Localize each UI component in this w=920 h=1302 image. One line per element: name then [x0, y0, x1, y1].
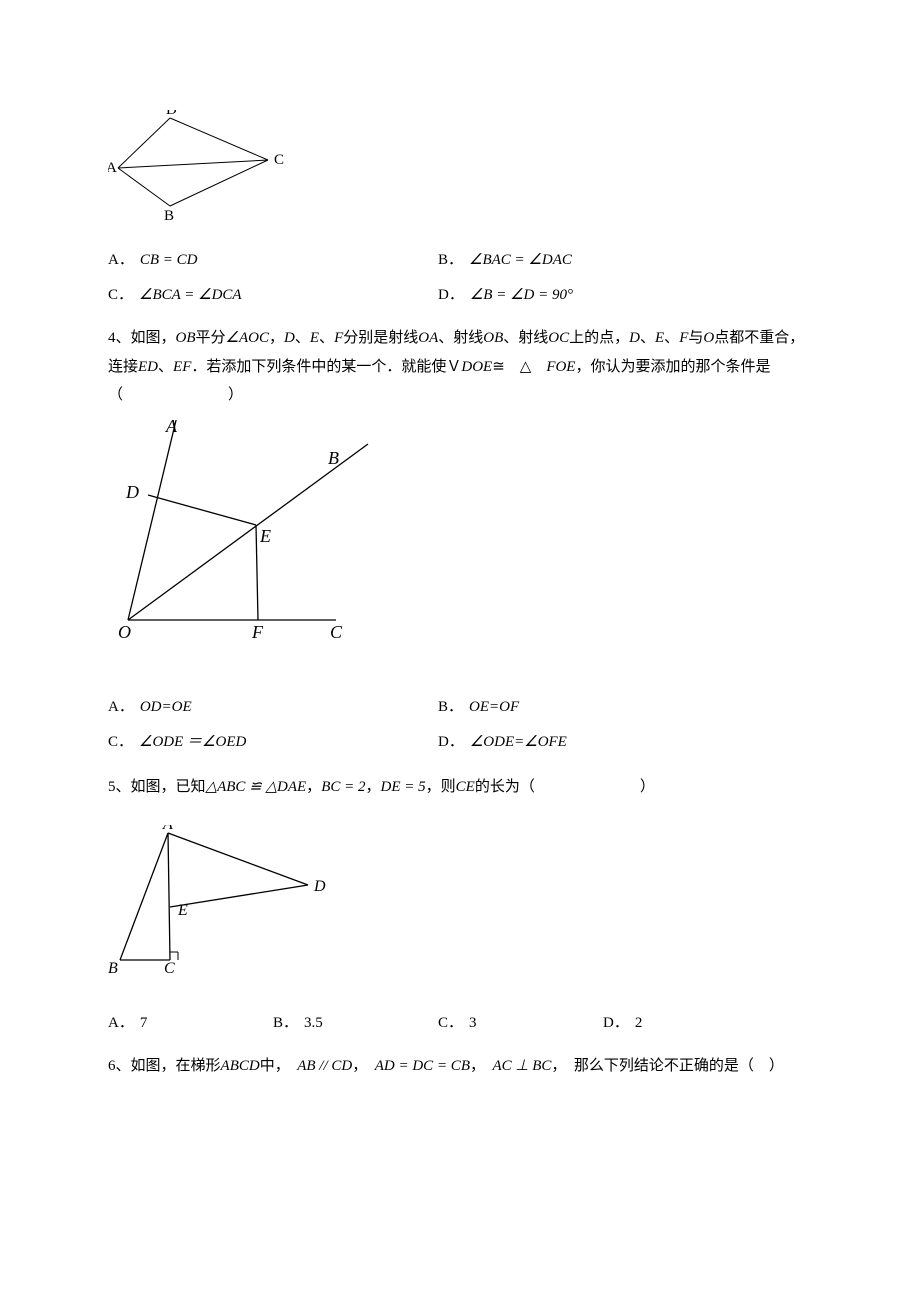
svg-text:C: C	[274, 152, 284, 168]
option-letter: C．	[108, 730, 133, 751]
option-value: ∠ODE ＝∠OED	[139, 730, 246, 751]
svg-text:B: B	[328, 448, 339, 468]
q4-number: 4、	[108, 330, 131, 346]
svg-text:B: B	[108, 960, 118, 977]
q5-option-b: B． 3.5	[273, 1011, 438, 1032]
svg-text:D: D	[125, 482, 139, 502]
svg-text:A: A	[108, 160, 117, 176]
svg-text:A: A	[165, 420, 178, 436]
q4-option-b: B． OE=OF	[438, 695, 812, 716]
q3-option-b: B． ∠BAC = ∠DAC	[438, 248, 812, 269]
option-letter: D．	[603, 1011, 629, 1032]
q4-option-a: A． OD=OE	[108, 695, 438, 716]
q5-number: 5、	[108, 779, 131, 795]
q3-option-a: A． CB = CD	[108, 248, 438, 269]
q4-figure: O A D B E F C	[108, 420, 812, 655]
option-value: CB = CD	[140, 252, 198, 269]
svg-text:B: B	[164, 208, 174, 224]
option-value: ∠ODE=∠OFE	[470, 732, 567, 751]
q4-options-row-1: A． OD=OE B． OE=OF	[108, 695, 812, 716]
q5-options: A． 7 B． 3.5 C． 3 D． 2	[108, 1011, 812, 1032]
q3-figure: A D B C	[108, 110, 812, 230]
svg-text:D: D	[313, 878, 326, 895]
q5-option-a: A． 7	[108, 1011, 273, 1032]
svg-text:C: C	[330, 622, 343, 642]
q6-number: 6、	[108, 1058, 131, 1074]
option-letter: B．	[438, 248, 463, 269]
option-letter: A．	[108, 1011, 134, 1032]
option-value: ∠B = ∠D = 90°	[470, 285, 573, 304]
option-letter: D．	[438, 283, 464, 304]
option-value: ∠BAC = ∠DAC	[469, 250, 572, 269]
q5-figure: A B C E D	[108, 825, 812, 985]
q3-options-row-2: C． ∠BCA = ∠DCA D． ∠B = ∠D = 90°	[108, 283, 812, 304]
q5-text: 5、如图，已知△ABC ≌ △DAE，BC = 2，DE = 5，则CE的长为（…	[108, 773, 812, 802]
option-letter: C．	[438, 1011, 463, 1032]
q3-option-c: C． ∠BCA = ∠DCA	[108, 283, 438, 304]
svg-text:D: D	[166, 110, 177, 118]
svg-text:O: O	[118, 622, 131, 642]
option-letter: B．	[438, 695, 463, 716]
q3-options-row-1: A． CB = CD B． ∠BAC = ∠DAC	[108, 248, 812, 269]
option-value: 3	[469, 1015, 477, 1032]
q4-option-d: D． ∠ODE=∠OFE	[438, 730, 812, 751]
q6-text: 6、如图，在梯形ABCD中， AB // CD， AD = DC = CB， A…	[108, 1052, 812, 1081]
svg-text:E: E	[177, 902, 188, 919]
q4-options-row-2: C． ∠ODE ＝∠OED D． ∠ODE=∠OFE	[108, 730, 812, 751]
svg-text:A: A	[162, 825, 173, 833]
svg-text:F: F	[251, 622, 264, 642]
option-value: OE=OF	[469, 699, 519, 716]
option-letter: C．	[108, 283, 133, 304]
q4-text: 4、如图，OB平分∠AOC，D、E、F分别是射线OA、射线OB、射线OC上的点，…	[108, 324, 812, 410]
option-value: 7	[140, 1015, 148, 1032]
option-letter: A．	[108, 248, 134, 269]
svg-text:E: E	[259, 526, 271, 546]
q4-option-c: C． ∠ODE ＝∠OED	[108, 730, 438, 751]
q5-option-d: D． 2	[603, 1011, 768, 1032]
q5-option-c: C． 3	[438, 1011, 603, 1032]
option-value: 2	[635, 1015, 643, 1032]
option-letter: D．	[438, 730, 464, 751]
option-value: 3.5	[304, 1015, 323, 1032]
option-letter: B．	[273, 1011, 298, 1032]
option-value: ∠BCA = ∠DCA	[139, 285, 242, 304]
option-letter: A．	[108, 695, 134, 716]
svg-text:C: C	[164, 960, 175, 977]
option-value: OD=OE	[140, 699, 192, 716]
q3-option-d: D． ∠B = ∠D = 90°	[438, 283, 812, 304]
